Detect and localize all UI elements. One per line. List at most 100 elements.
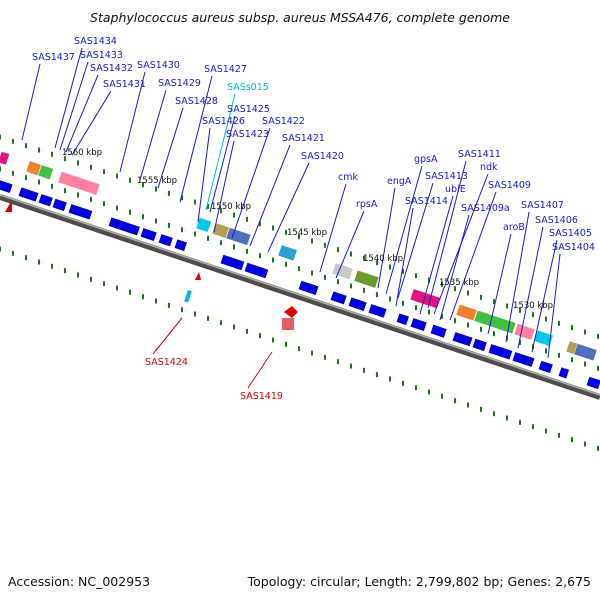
gene-feature [558, 367, 570, 379]
track-tick [103, 281, 105, 287]
label-leader [505, 211, 530, 343]
track-tick [571, 325, 573, 331]
label-leader [427, 160, 467, 309]
gene-label: SAS1407 [521, 200, 564, 211]
track-tick [64, 156, 66, 162]
gene-label: SAS1411 [458, 149, 501, 160]
track-tick [480, 294, 482, 300]
colored-feature [534, 330, 553, 346]
track-tick [467, 322, 469, 328]
label-leader [397, 182, 434, 299]
track-tick [324, 242, 326, 248]
track-tick [337, 279, 339, 285]
track-tick [233, 212, 235, 218]
track-tick [25, 143, 27, 149]
label-leader [439, 214, 470, 321]
track-tick [246, 248, 248, 254]
track-tick [324, 354, 326, 360]
gene-feature [396, 313, 409, 326]
track-tick [311, 350, 313, 356]
gene-feature [140, 228, 157, 242]
gene-label: SAS1419 [240, 391, 283, 402]
track-tick [467, 402, 469, 408]
gene-label: ubiE [445, 184, 466, 195]
track-tick [285, 229, 287, 235]
gene-feature [68, 204, 93, 220]
track-tick [0, 166, 1, 172]
track-tick [415, 385, 417, 391]
map-title: Staphylococcus aureus subsp. aureus MSSA… [90, 10, 510, 25]
track-tick [155, 186, 157, 192]
gene-feature [220, 254, 245, 271]
track-tick [480, 326, 482, 332]
label-leader [21, 63, 41, 141]
colored-feature [278, 245, 297, 261]
track-tick [25, 175, 27, 181]
track-tick [389, 296, 391, 302]
gene-label: SASs015 [227, 82, 269, 93]
track-tick [233, 244, 235, 250]
track-tick [12, 138, 14, 144]
label-leaders [21, 47, 561, 389]
track-tick [584, 361, 586, 367]
colored-feature [514, 323, 535, 340]
colored-feature [566, 341, 578, 355]
gene-feature [472, 338, 487, 352]
track-tick [376, 372, 378, 378]
track-tick [194, 231, 196, 237]
label-leader [54, 47, 83, 149]
gene-feature [298, 280, 319, 295]
gene-label: SAS1422 [262, 116, 305, 127]
label-leader [335, 210, 365, 279]
track-tick [545, 428, 547, 434]
track-tick [272, 257, 274, 263]
gene-label: SAS1427 [204, 64, 247, 75]
gene-label: aroB [503, 222, 525, 233]
track-tick [142, 182, 144, 188]
track-tick [597, 333, 599, 339]
track-tick [155, 218, 157, 224]
track-tick [129, 177, 131, 183]
misc-marker [284, 306, 298, 318]
track-tick [519, 307, 521, 313]
track-tick [90, 164, 92, 170]
track-tick [376, 292, 378, 298]
track-tick [51, 263, 53, 269]
track-tick [90, 196, 92, 202]
track-tick [480, 406, 482, 412]
gene-label: SAS1421 [282, 133, 325, 144]
gene-label: SAS1409a [461, 203, 510, 214]
track-tick [441, 393, 443, 399]
track-tick [584, 329, 586, 335]
gene-label: SAS1432 [90, 63, 133, 74]
label-leader [197, 127, 211, 223]
track-tick [454, 398, 456, 404]
track-tick [51, 183, 53, 189]
label-leader [487, 233, 512, 335]
track-tick [259, 253, 261, 259]
gene-feature [52, 198, 67, 212]
feature-track [0, 151, 600, 390]
colored-feature [226, 227, 251, 246]
track-tick [77, 160, 79, 166]
track-tick [259, 221, 261, 227]
track-tick [38, 147, 40, 153]
track-tick [155, 298, 157, 304]
colored-feature [0, 151, 10, 165]
track-tick [285, 341, 287, 347]
label-leader [419, 195, 454, 315]
track-tick [298, 234, 300, 240]
label-leader [179, 75, 213, 203]
track-tick [207, 203, 209, 209]
track-tick [129, 289, 131, 295]
track-tick [272, 337, 274, 343]
track-tick [428, 309, 430, 315]
track-tick [220, 208, 222, 214]
track-tick [129, 209, 131, 215]
track-tick [363, 367, 365, 373]
gene-feature [244, 262, 269, 279]
label-leader [209, 115, 236, 213]
label-leader [547, 253, 561, 359]
track-tick [103, 169, 105, 175]
